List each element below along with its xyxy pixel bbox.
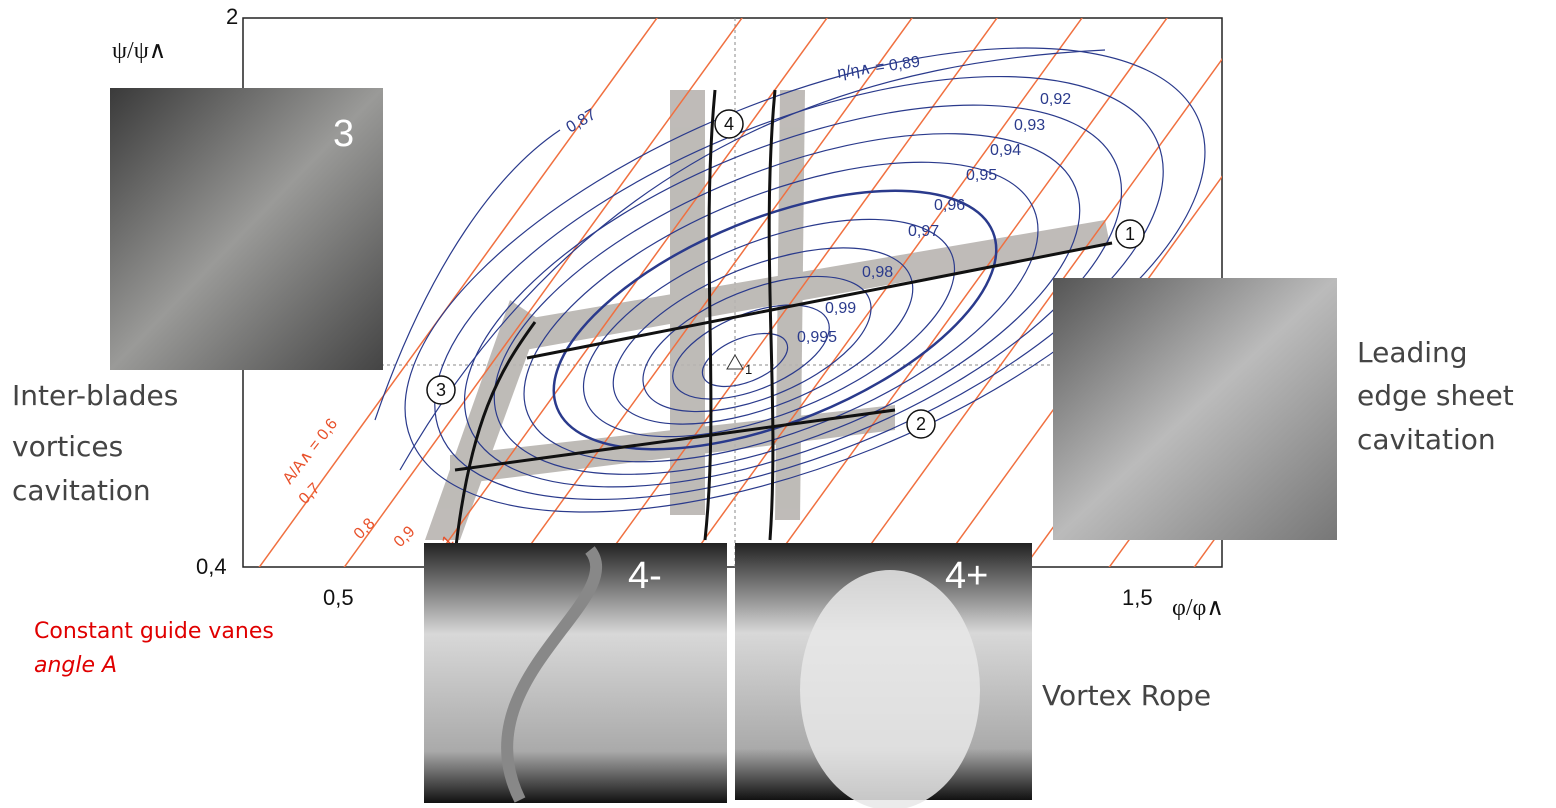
efficiency-label: 0,97 [908,223,939,240]
marker: 1 [1125,224,1135,244]
efficiency-label: 0,96 [934,197,965,214]
efficiency-contour [582,218,956,438]
caption: edge sheet [1357,379,1514,412]
marker: 2 [916,414,926,434]
guide-vane-line [343,18,743,567]
y-tick-label: 2 [226,4,238,29]
marker-circle [906,409,936,439]
vortex-rope [501,546,603,803]
operating-lines [453,89,1113,556]
caption: cavitation [12,474,151,507]
line-3 [453,321,537,556]
caption: Leading [1357,336,1468,369]
photo-runner [110,88,383,370]
efficiency-label: η/η∧ = 0,89 [836,54,921,82]
markers: 1 2 3 4 1 [426,109,1145,439]
efficiency-label: 0,93 [1014,117,1045,134]
efficiency-contours [374,47,1206,513]
note: angle A [34,653,117,678]
efficiency-label: 0,995 [797,329,837,346]
photos: 3 4- 4+ [110,88,1337,808]
efficiency-contour [523,161,1039,463]
efficiency-label: 0,95 [966,167,997,184]
efficiency-contour [404,47,1206,513]
hill-chart: ψ/ψ∧ φ/φ∧ 2 0,4 0,5 1,5 η/η∧ = 0,89 0,87… [112,4,1224,621]
marker-circle [714,109,744,139]
line-1 [526,241,1113,360]
photo-label: 3 [333,113,354,155]
line-4 [703,89,717,541]
guide-vane-label: 0,8 [351,515,379,543]
photo-vortex-minus [424,543,727,803]
efficiency-contour [493,133,1081,475]
y-tick-label: 0,4 [196,554,227,579]
marker-circle [426,375,456,405]
efficiency-contour [374,129,561,421]
efficiency-label: 0,99 [825,300,856,317]
x-tick-label: 1,5 [1122,585,1153,610]
guide-vane-line [428,18,828,567]
vortex-rope [800,570,980,808]
best-point-label: 1 [745,362,752,377]
caption: Inter-blades [12,379,178,412]
guide-vane-label: 0,9 [391,523,419,551]
note: Constant guide vanes [34,619,274,644]
marker: 3 [436,380,446,400]
guide-vane-line [683,18,1083,567]
x-tick-label: 0,5 [323,585,354,610]
efficiency-label: 0,87 [564,106,600,136]
caption: cavitation [1357,423,1496,456]
best-point [726,353,744,370]
line-2 [454,408,896,472]
marker: 4 [724,114,734,134]
x-axis-label: φ/φ∧ [1172,595,1224,621]
guide-vane-line [513,18,913,567]
photo-label: 4- [628,555,662,597]
efficiency-contour [463,104,1123,488]
guide-vane-line [258,18,658,567]
efficiency-contour [399,49,1106,471]
caption: Vortex Rope [1042,679,1211,712]
efficiency-contour [552,189,998,451]
photo-label: 4+ [945,555,988,597]
photo-leading-edge [1053,278,1337,540]
efficiency-contour [612,247,914,425]
y-axis-label: ψ/ψ∧ [112,38,166,64]
efficiency-label: 0,92 [1040,91,1071,108]
guide-vane-label: A/A∧ = 0,6 [280,415,341,487]
line-4 [767,89,777,541]
marker-circle [1115,219,1145,249]
efficiency-label: 0,94 [990,142,1021,159]
efficiency-contour [701,332,789,388]
caption: vortices [12,430,123,463]
band [520,220,1110,350]
efficiency-label: 0,98 [862,264,893,281]
efficiency-contour [642,275,872,413]
guide-vane-line [598,18,998,567]
captions: Inter-blades vortices cavitation Leading… [12,336,1514,712]
